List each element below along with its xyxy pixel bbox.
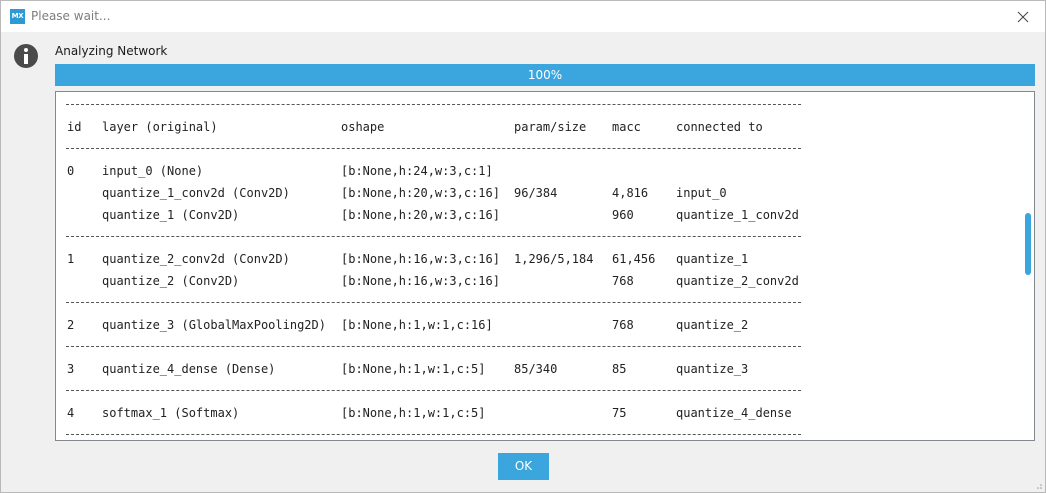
separator-line (66, 148, 801, 149)
table-row-id: 3 (67, 362, 75, 376)
table-row-connected: input_0 (676, 186, 727, 200)
output-log[interactable]: id layer (original) oshape param/size macc co… (55, 91, 1035, 441)
info-icon (14, 44, 38, 68)
table-row-macc: 4,816 (612, 186, 649, 200)
table-row-param: 1,296/5,184 (514, 252, 594, 266)
table-row-layer: quantize_2_conv2d (Conv2D) (102, 252, 290, 266)
table-row-oshape: [b:None,h:20,w:3,c:16] (341, 186, 500, 200)
separator-line (66, 302, 801, 303)
table-row-connected: quantize_3 (676, 362, 749, 376)
window-title: Please wait... (31, 9, 111, 23)
title-bar[interactable]: MX Please wait... (1, 1, 1045, 32)
table-row-oshape: [b:None,h:1,w:1,c:16] (341, 318, 493, 332)
table-row-connected: quantize_4_dense (676, 406, 792, 420)
close-icon (1017, 11, 1029, 22)
table-row-oshape: [b:None,h:16,w:3,c:16] (341, 252, 500, 266)
table-row-oshape: [b:None,h:16,w:3,c:16] (341, 274, 500, 288)
scrollbar-thumb[interactable] (1025, 213, 1031, 275)
table-row-connected: quantize_2_conv2d (676, 274, 799, 288)
table-row-oshape: [b:None,h:20,w:3,c:16] (341, 208, 500, 222)
status-label: Analyzing Network (55, 44, 168, 58)
table-row-oshape: [b:None,h:24,w:3,c:1] (341, 164, 493, 178)
table-row-connected: quantize_1_conv2d (676, 208, 799, 222)
table-row-layer: quantize_2 (Conv2D) (102, 274, 240, 288)
separator-line (66, 346, 801, 347)
table-row-layer: quantize_3 (GlobalMaxPooling2D) (102, 318, 326, 332)
table-row-connected: quantize_2 (676, 318, 749, 332)
table-row-oshape: [b:None,h:1,w:1,c:5] (341, 406, 486, 420)
table-row-layer: softmax_1 (Softmax) (102, 406, 240, 420)
close-button[interactable] (1001, 1, 1045, 32)
table-row-macc: 960 (612, 208, 634, 222)
scrollbar[interactable] (1022, 92, 1034, 440)
table-row-id: 2 (67, 318, 75, 332)
table-row-macc: 768 (612, 318, 634, 332)
table-row-oshape: [b:None,h:1,w:1,c:5] (341, 362, 486, 376)
table-header-param: param/size (514, 120, 587, 134)
table-row-macc: 61,456 (612, 252, 656, 266)
table-row-macc: 85 (612, 362, 627, 376)
table-header-connected: connected to (676, 120, 763, 134)
table-row-layer: input_0 (None) (102, 164, 204, 178)
table-row-param: 85/340 (514, 362, 558, 376)
table-row-layer: quantize_1_conv2d (Conv2D) (102, 186, 290, 200)
table-header-macc: macc (612, 120, 641, 134)
table-header-id: id (67, 120, 82, 134)
table-row-macc: 75 (612, 406, 627, 420)
table-row-macc: 768 (612, 274, 634, 288)
progress-fill (55, 64, 1035, 86)
table-row-id: 0 (67, 164, 75, 178)
table-row-layer: quantize_1 (Conv2D) (102, 208, 240, 222)
progress-bar: 100% (55, 64, 1035, 86)
resize-grip-icon[interactable] (1033, 480, 1043, 490)
table-row-id: 1 (67, 252, 75, 266)
separator-line (66, 390, 801, 391)
app-icon: MX (10, 9, 25, 24)
separator-line (66, 104, 801, 105)
separator-line (66, 434, 801, 435)
table-header-oshape: oshape (341, 120, 385, 134)
table-row-layer: quantize_4_dense (Dense) (102, 362, 276, 376)
table-row-param: 96/384 (514, 186, 558, 200)
progress-text: 100% (527, 68, 563, 82)
table-header-layer: layer (original) (102, 120, 218, 134)
table-row-id: 4 (67, 406, 75, 420)
ok-button[interactable]: OK (498, 453, 549, 480)
separator-line (66, 236, 801, 237)
table-row-connected: quantize_1 (676, 252, 749, 266)
